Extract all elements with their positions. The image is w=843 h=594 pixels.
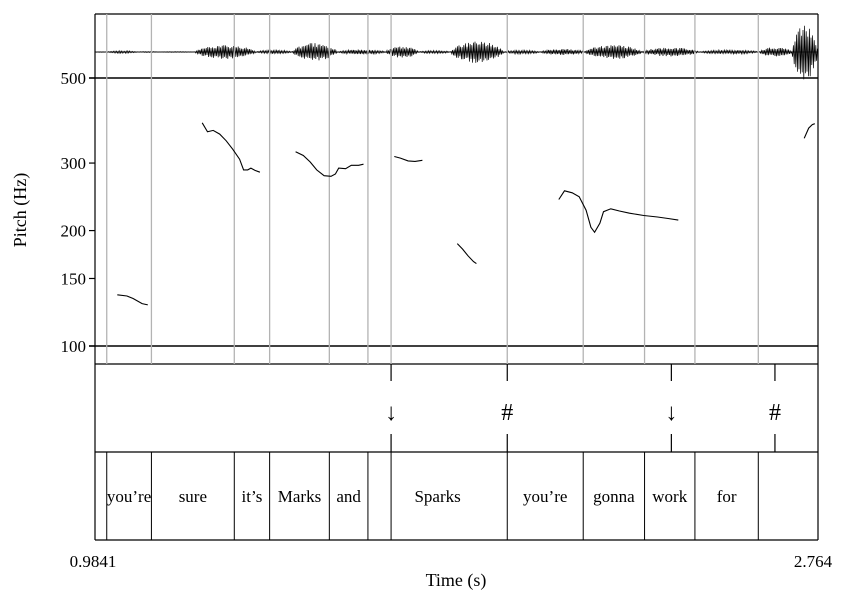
word-label: Sparks (414, 487, 460, 506)
y-axis-label: Pitch (Hz) (10, 173, 31, 247)
tone-label: # (769, 400, 781, 426)
waveform (94, 25, 818, 80)
word-label: work (652, 487, 687, 506)
pitch-contour (394, 155, 423, 162)
word-label: you’re (523, 487, 567, 506)
word-label: you’re (107, 487, 151, 506)
y-tick-label: 150 (61, 269, 87, 288)
y-tick-label: 300 (61, 154, 87, 173)
pitch-contour (295, 151, 364, 177)
tone-label: ↓ (665, 400, 677, 426)
word-label: it’s (242, 487, 263, 506)
x-axis-label: Time (s) (426, 570, 487, 591)
word-label: and (336, 487, 361, 506)
pitch-contour (117, 294, 148, 306)
word-label: Marks (278, 487, 321, 506)
pitch-contour (456, 243, 477, 265)
waveform-panel (94, 13, 819, 80)
word-label: gonna (593, 487, 635, 506)
y-tick-label: 500 (61, 69, 87, 88)
x-tick-end: 2.764 (794, 552, 833, 571)
pitch-contour (201, 122, 261, 173)
pitch-contour (803, 123, 815, 139)
tone-label: ↓ (385, 400, 397, 426)
tone-label: # (501, 400, 513, 426)
y-tick-label: 100 (61, 337, 87, 356)
pitch-contour (558, 190, 679, 234)
pitch-curves (117, 122, 815, 306)
y-axis-ticks: 100 150 200 300 500 (61, 69, 95, 356)
word-tier: you’re sure it’s Marks and Sparks you’re gonna w… (94, 452, 819, 541)
tone-tier: ↓ # ↓ # (94, 364, 819, 453)
pitch-panel (89, 77, 819, 365)
y-tick-label: 200 (61, 222, 87, 241)
x-tick-start: 0.9841 (70, 552, 117, 571)
boundary-grid (106, 14, 759, 540)
word-label: sure (179, 487, 207, 506)
word-label: for (717, 487, 737, 506)
